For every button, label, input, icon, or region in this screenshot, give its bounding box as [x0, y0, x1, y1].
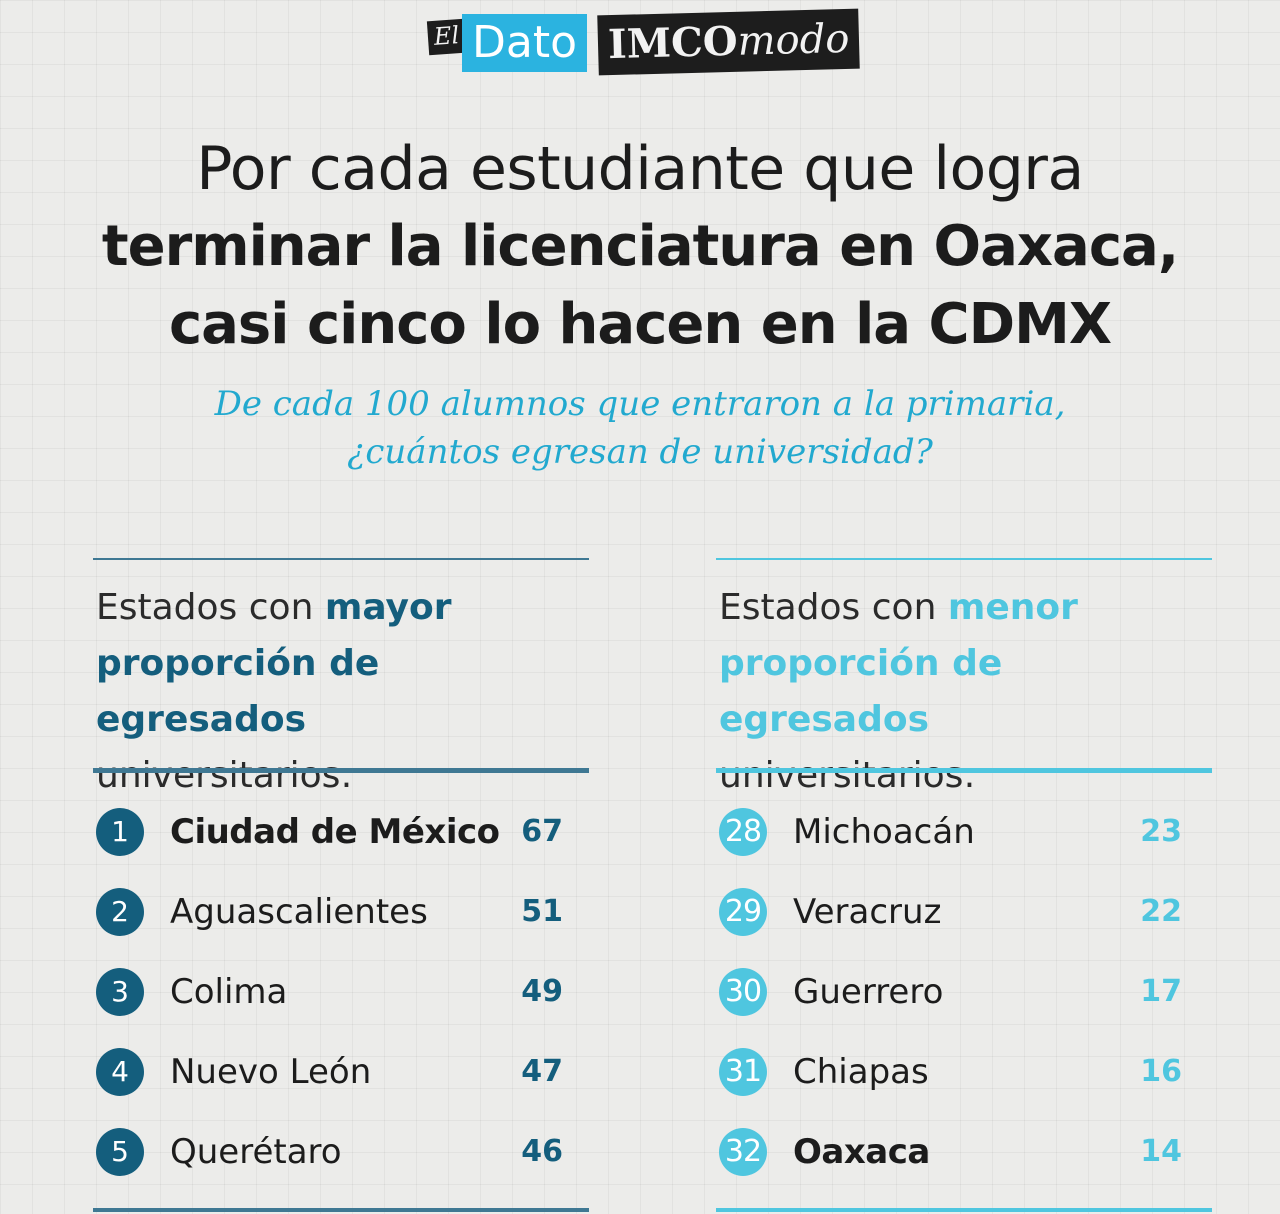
heading-highlight-word: menor [947, 587, 1078, 628]
panel-heading: Estados con mayor proporción de egresado… [96, 580, 586, 804]
state-name: Chiapas [793, 1052, 929, 1092]
subtitle-line-2: ¿cuántos egresan de universidad? [347, 432, 933, 472]
panel-bottom-divider [93, 1208, 589, 1212]
heading-suffix: universitarios: [719, 755, 976, 796]
rank-badge: 3 [96, 968, 144, 1016]
state-name: Michoacán [793, 812, 975, 852]
title-line-1: Por cada estudiante que logra [196, 134, 1084, 204]
rank-badge: 31 [719, 1048, 767, 1096]
logo-imco-label: IMCOmodo [597, 8, 861, 76]
graduates-value: 22 [1140, 894, 1182, 929]
graduates-value: 47 [521, 1054, 563, 1089]
panel-top-divider [93, 558, 589, 560]
list-item: 31 Chiapas 16 [716, 1030, 1212, 1110]
list-item: 5 Querétaro 46 [93, 1110, 589, 1190]
heading-highlight-word: mayor [324, 587, 452, 628]
logo-imco-text: IMCO [607, 17, 739, 69]
brand-logo: El Dato IMCOmodo [0, 8, 1280, 80]
panel-heading-divider [93, 768, 589, 773]
title-line-3: casi cinco lo hacen en la CDMX [168, 292, 1112, 357]
rank-badge: 2 [96, 888, 144, 936]
panel-bottom-divider [716, 1208, 1212, 1212]
list-item: 30 Guerrero 17 [716, 950, 1212, 1030]
logo-modo-text: modo [737, 15, 850, 65]
state-name: Nuevo León [170, 1052, 372, 1092]
logo-el-label: El [426, 18, 467, 56]
state-name: Veracruz [793, 892, 942, 932]
rank-badge: 4 [96, 1048, 144, 1096]
graduates-value: 23 [1140, 814, 1182, 849]
logo-dato-label: Dato [462, 14, 588, 72]
page-title: Por cada estudiante que logra terminar l… [0, 130, 1280, 364]
list-item: 32 Oaxaca 14 [716, 1110, 1212, 1190]
list-item: 28 Michoacán 23 [716, 790, 1212, 870]
graduates-value: 51 [521, 894, 563, 929]
state-name: Oaxaca [793, 1132, 930, 1172]
rank-badge: 28 [719, 808, 767, 856]
ranking-list: 1 Ciudad de México 67 2 Aguascalientes 5… [93, 790, 589, 1190]
heading-prefix: Estados con [96, 587, 325, 628]
rank-badge: 30 [719, 968, 767, 1016]
graduates-value: 46 [521, 1134, 563, 1169]
ranking-list: 28 Michoacán 23 29 Veracruz 22 30 Guerre… [716, 790, 1212, 1190]
list-item: 2 Aguascalientes 51 [93, 870, 589, 950]
list-item: 1 Ciudad de México 67 [93, 790, 589, 870]
panel-heading-divider [716, 768, 1212, 773]
graduates-value: 67 [521, 814, 563, 849]
list-item: 29 Veracruz 22 [716, 870, 1212, 950]
state-name: Querétaro [170, 1132, 342, 1172]
heading-highlight-phrase: proporción de egresados [719, 643, 1003, 740]
rank-badge: 5 [96, 1128, 144, 1176]
page-subtitle: De cada 100 alumnos que entraron a la pr… [0, 380, 1280, 476]
rank-badge: 1 [96, 808, 144, 856]
panel-heading: Estados con menor proporción de egresado… [719, 580, 1209, 804]
graduates-value: 17 [1140, 974, 1182, 1009]
panel-top-divider [716, 558, 1212, 560]
graduates-value: 49 [521, 974, 563, 1009]
list-item: 3 Colima 49 [93, 950, 589, 1030]
heading-suffix: universitarios: [96, 755, 353, 796]
state-name: Colima [170, 972, 288, 1012]
bottom-states-panel: Estados con menor proporción de egresado… [716, 558, 1212, 1212]
state-name: Ciudad de México [170, 812, 500, 852]
rank-badge: 32 [719, 1128, 767, 1176]
heading-prefix: Estados con [719, 587, 948, 628]
title-line-2: terminar la licenciatura en Oaxaca, [101, 214, 1179, 279]
state-name: Aguascalientes [170, 892, 428, 932]
state-name: Guerrero [793, 972, 944, 1012]
subtitle-line-1: De cada 100 alumnos que entraron a la pr… [214, 384, 1066, 424]
top-states-panel: Estados con mayor proporción de egresado… [93, 558, 589, 1212]
heading-highlight-phrase: proporción de egresados [96, 643, 380, 740]
graduates-value: 16 [1140, 1054, 1182, 1089]
graduates-value: 14 [1140, 1134, 1182, 1169]
list-item: 4 Nuevo León 47 [93, 1030, 589, 1110]
rank-badge: 29 [719, 888, 767, 936]
